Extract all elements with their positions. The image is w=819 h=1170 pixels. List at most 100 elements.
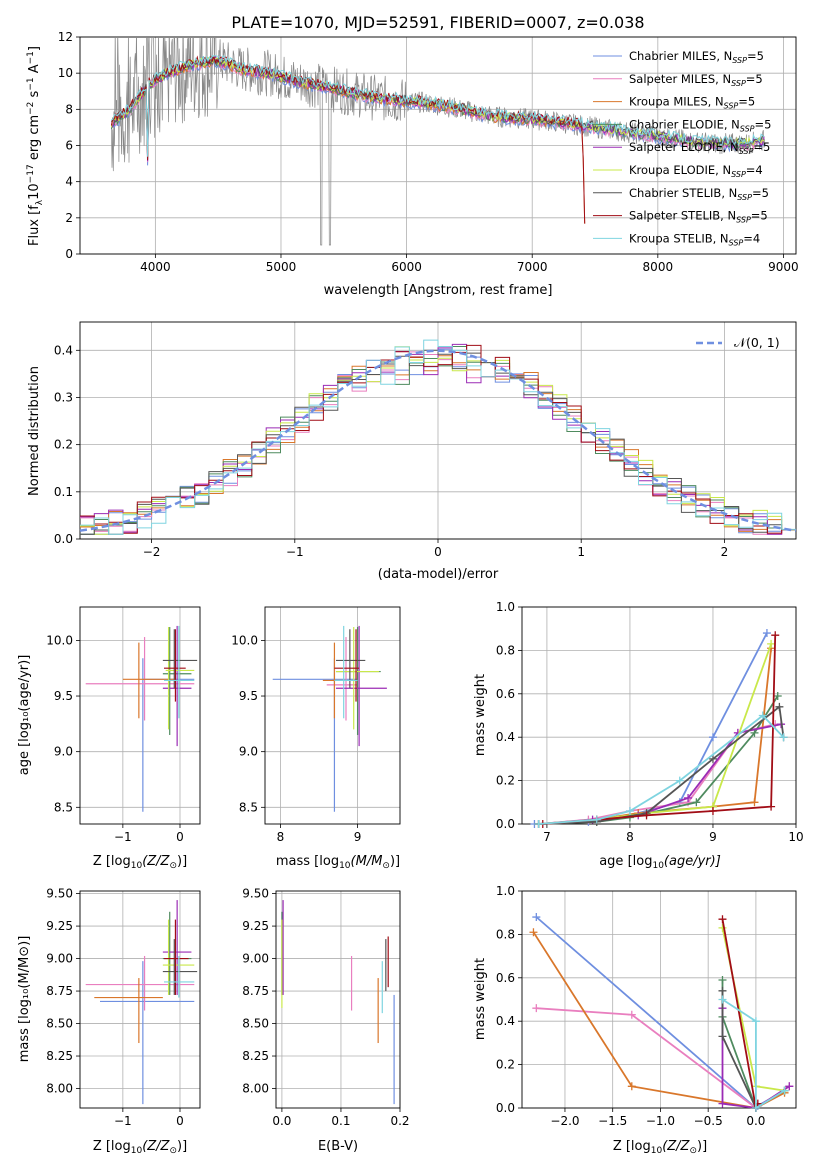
- x-tick-label: 0.1: [331, 1114, 350, 1128]
- x-tick-label: −1: [114, 1114, 132, 1128]
- y-tick-label: 10.0: [231, 633, 258, 647]
- y-tick-label: 0.4: [496, 730, 515, 744]
- legend-entry: 𝒩(0, 1): [734, 335, 780, 350]
- x-axis-label: wavelength [Angstrom, rest frame]: [324, 283, 553, 298]
- y-tick-label: 0.8: [496, 643, 515, 657]
- y-tick-label: 9.5: [239, 689, 258, 703]
- x-axis-label: (data-model)/error: [378, 567, 499, 582]
- y-tick-label: 9.25: [46, 919, 73, 933]
- series-line-c7: [538, 705, 785, 825]
- data-point-marker: [708, 806, 717, 815]
- plot-frame: [275, 890, 401, 1109]
- y-tick-label: 0.0: [496, 1101, 515, 1115]
- label-part: ⊙: [382, 861, 390, 871]
- data-point-marker: [751, 1017, 760, 1026]
- data-point-marker: [532, 913, 541, 922]
- legend-entry: Kroupa STELIB, NSSP=4: [629, 231, 760, 247]
- y-tick-label: 8.50: [242, 1017, 269, 1031]
- data-point-marker: [625, 806, 634, 815]
- label-part: =5: [752, 186, 769, 200]
- label-part: Z [log: [613, 1139, 651, 1154]
- label-part: )]: [390, 854, 400, 869]
- y-tick-label: 8.25: [46, 1049, 73, 1063]
- data-point-marker: [771, 631, 780, 640]
- plot-frame: [79, 321, 797, 540]
- y-tick-label: 0.0: [54, 532, 73, 546]
- label-part: SSP: [737, 193, 752, 202]
- y-axis-label: mass weight: [473, 958, 488, 1040]
- y-tick-label: 9.5: [54, 689, 73, 703]
- label-part: 10: [651, 1146, 663, 1156]
- label-part: Salpeter STELIB, N: [629, 209, 736, 223]
- y-axis-label: mass [log₁₀(M/M⊙)]: [17, 936, 32, 1063]
- histogram-c7: [80, 349, 796, 535]
- label-part: SSP: [739, 147, 754, 156]
- label-part: −1: [26, 51, 36, 64]
- label-part: SSP: [736, 216, 751, 225]
- label-part: A: [27, 64, 42, 77]
- data-point-marker: [534, 820, 543, 828]
- y-tick-label: 8.5: [239, 800, 258, 814]
- x-tick-label: −1: [286, 545, 304, 559]
- label-part: −17: [26, 164, 36, 183]
- y-tick-label: 8.50: [46, 1017, 73, 1031]
- legend-entry: Chabrier STELIB, NSSP=5: [629, 186, 769, 202]
- axes-spectrum: 4000 5000 6000 7000 8000 9000 0 2 4 6 8 10 12 wavelen…: [26, 30, 799, 298]
- label-part: =5: [738, 95, 755, 109]
- series-line-c9: [722, 998, 785, 1110]
- x-tick-label: 7000: [517, 260, 548, 274]
- x-tick-label: 0: [176, 830, 184, 844]
- data-point-marker: [718, 1032, 727, 1041]
- data-point-marker: [718, 1099, 727, 1108]
- x-tick-label: −0.5: [694, 1114, 723, 1128]
- chart-title: PLATE=1070, MJD=52591, FIBERID=0007, z=0…: [231, 13, 644, 32]
- axes-Z-mass: −1 0 8.00 8.25 8.50 8.75 9.00 9.25 9.50 Z [log10(…: [17, 887, 201, 1156]
- y-tick-label: 10: [58, 66, 73, 80]
- y-tick-label: 9.25: [242, 919, 269, 933]
- data-point-marker: [675, 776, 684, 785]
- y-tick-label: 0.3: [54, 390, 73, 404]
- axes-Z-age: −1 0 8.5 9.0 9.5 10.0 Z [log10(Z/Z⊙)] age [log₁…: [17, 606, 201, 871]
- label-part: −2: [26, 102, 36, 115]
- x-tick-label: −2.0: [550, 1114, 579, 1128]
- axes-age-massweight: 7 8 9 10 0.0 0.2 0.4 0.6 0.8 1.0 mass weight age [l…: [473, 600, 804, 871]
- label-part: )]: [177, 854, 187, 869]
- x-tick-label: 9: [709, 830, 717, 844]
- x-axis-label: Z [log10(Z/Z⊙)]: [93, 1139, 187, 1156]
- x-tick-label: −2: [143, 545, 161, 559]
- label-part: Chabrier STELIB, N: [629, 186, 737, 200]
- model-curve-c9: [111, 54, 765, 157]
- legend-entry: Kroupa ELODIE, NSSP=4: [629, 163, 763, 179]
- x-tick-label: 0.2: [390, 1114, 409, 1128]
- label-part: erg cm: [27, 115, 42, 164]
- label-part: Z [log: [93, 1139, 131, 1154]
- plot-frame: [79, 606, 201, 825]
- y-tick-label: 8.00: [46, 1082, 73, 1096]
- y-tick-label: 9.0: [54, 745, 73, 759]
- label-part: Kroupa STELIB, N: [629, 231, 729, 245]
- x-tick-label: 8000: [643, 260, 674, 274]
- data-point-marker: [767, 802, 776, 811]
- y-tick-label: 8: [65, 102, 73, 116]
- plot-frame: [79, 890, 201, 1109]
- series-line-c3: [532, 931, 785, 1109]
- label-part: ⊙: [169, 861, 177, 871]
- y-tick-label: 0.1: [54, 485, 73, 499]
- y-axis-label: Normed distribution: [27, 366, 42, 496]
- label-part: (age/yr)]: [664, 854, 721, 869]
- y-tick-label: 0.6: [496, 687, 515, 701]
- data-point-marker: [684, 793, 693, 802]
- data-point-marker: [532, 1004, 541, 1013]
- x-tick-label: 4000: [140, 260, 171, 274]
- legend-entry: Chabrier ELODIE, NSSP=5: [629, 117, 771, 133]
- y-tick-label: 8.5: [54, 800, 73, 814]
- data-point-marker: [718, 986, 727, 995]
- x-tick-label: 8: [277, 830, 285, 844]
- y-tick-label: 0.6: [496, 971, 515, 985]
- data-point-marker: [718, 923, 727, 932]
- x-tick-label: −1.5: [598, 1114, 627, 1128]
- x-tick-label: 7: [543, 830, 551, 844]
- data-point-marker: [762, 629, 771, 638]
- label-part: s: [27, 90, 42, 101]
- label-part: Z [log: [93, 854, 131, 869]
